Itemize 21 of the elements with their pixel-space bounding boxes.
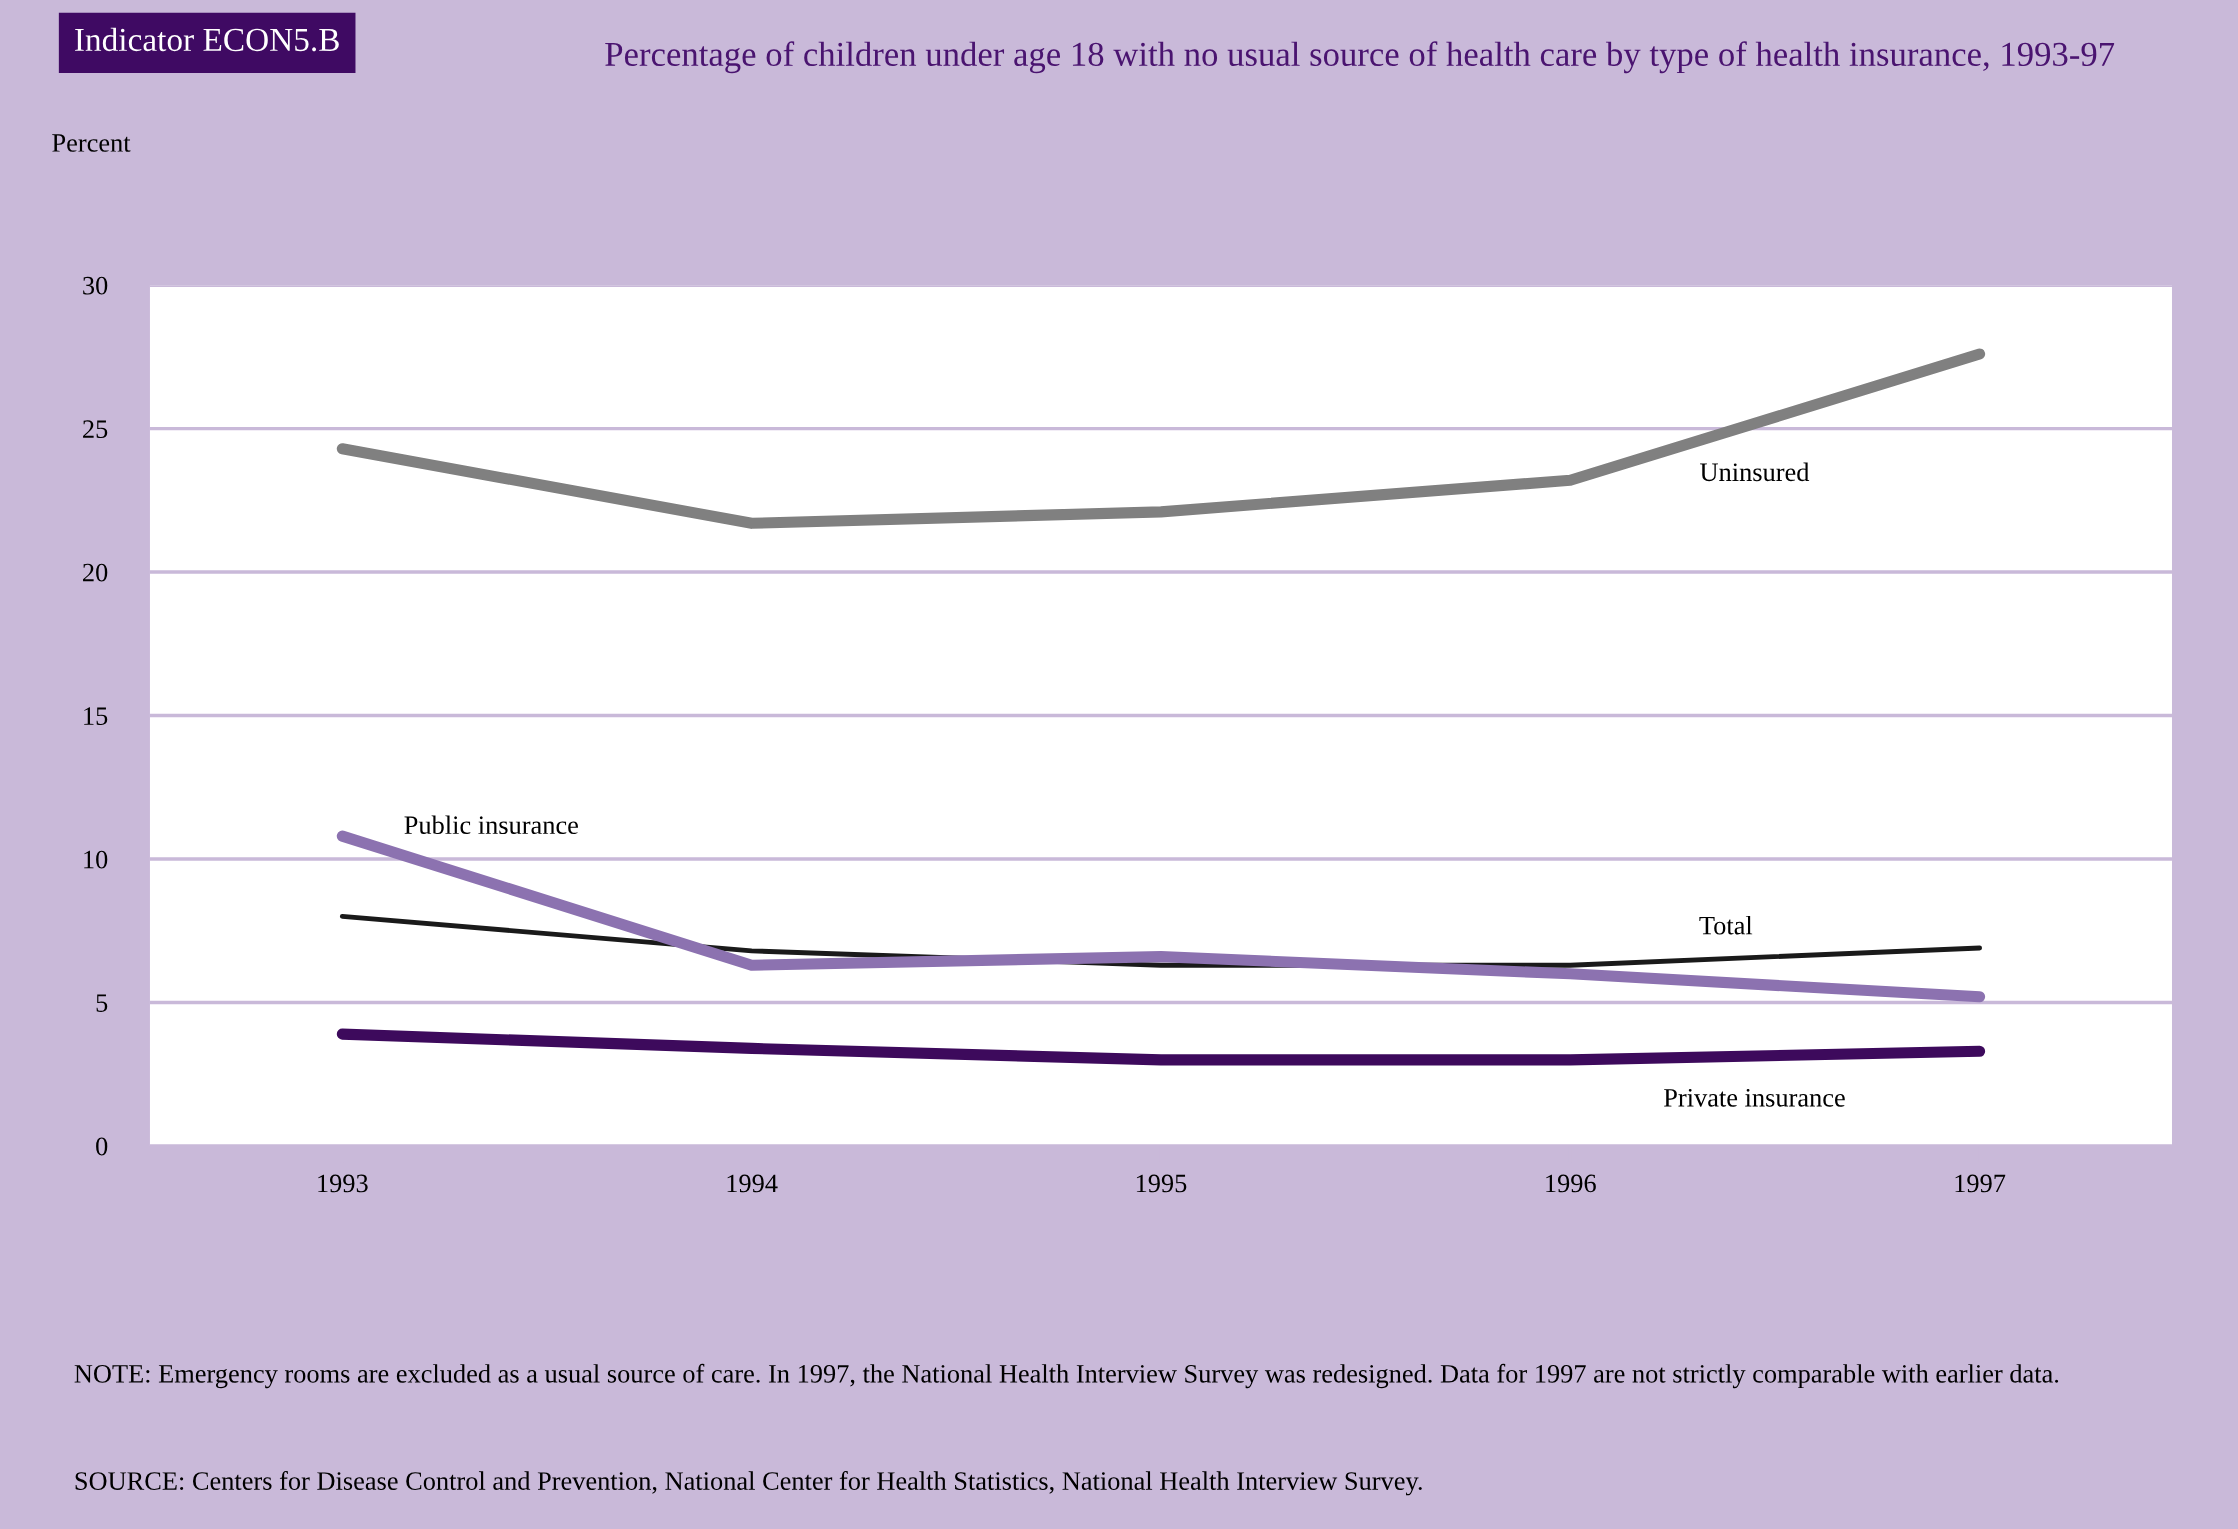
x-tick-label: 1995 — [1136, 1174, 1187, 1193]
x-tick-label: 1993 — [318, 1174, 368, 1193]
text: NOTE: Emergency rooms are excluded as a usual source of care. In 1997, the National Health Interview Survey was redesigned. Data for 1997 are not strictly comparable with earlier data. — [74, 1363, 2059, 1389]
y-tick-label: 30 — [83, 276, 108, 295]
y-axis-title: Percent — [52, 134, 131, 152]
series-label: Total — [1699, 915, 1753, 935]
y-tick-label: 15 — [84, 707, 108, 725]
series-label: Public insurance — [404, 815, 578, 835]
source-note: SOURCE: Centers for Disease Control and Prevention, National Center for Health Statistics, National Health Interview Survey. — [75, 1471, 1422, 1496]
series-label: Private insurance — [1664, 1088, 1845, 1107]
series-label: Uninsured — [1700, 462, 1810, 482]
x-tick-label: 1997 — [1955, 1174, 2006, 1193]
y-tick-label: 20 — [83, 563, 108, 582]
y-tick-label: 0 — [96, 1137, 108, 1156]
y-tick-label: 5 — [96, 994, 108, 1012]
x-tick-label: 1994 — [727, 1174, 778, 1193]
y-tick-label: 10 — [84, 850, 108, 869]
chart-title: Percentage of children under age 18 with no usual source of health care by type of health insurance, 1993-97 — [605, 41, 2115, 74]
y-tick-label: 25 — [83, 420, 108, 439]
text: Indicator ECON5.B — [75, 27, 339, 52]
x-tick-label: 1996 — [1546, 1174, 1596, 1193]
